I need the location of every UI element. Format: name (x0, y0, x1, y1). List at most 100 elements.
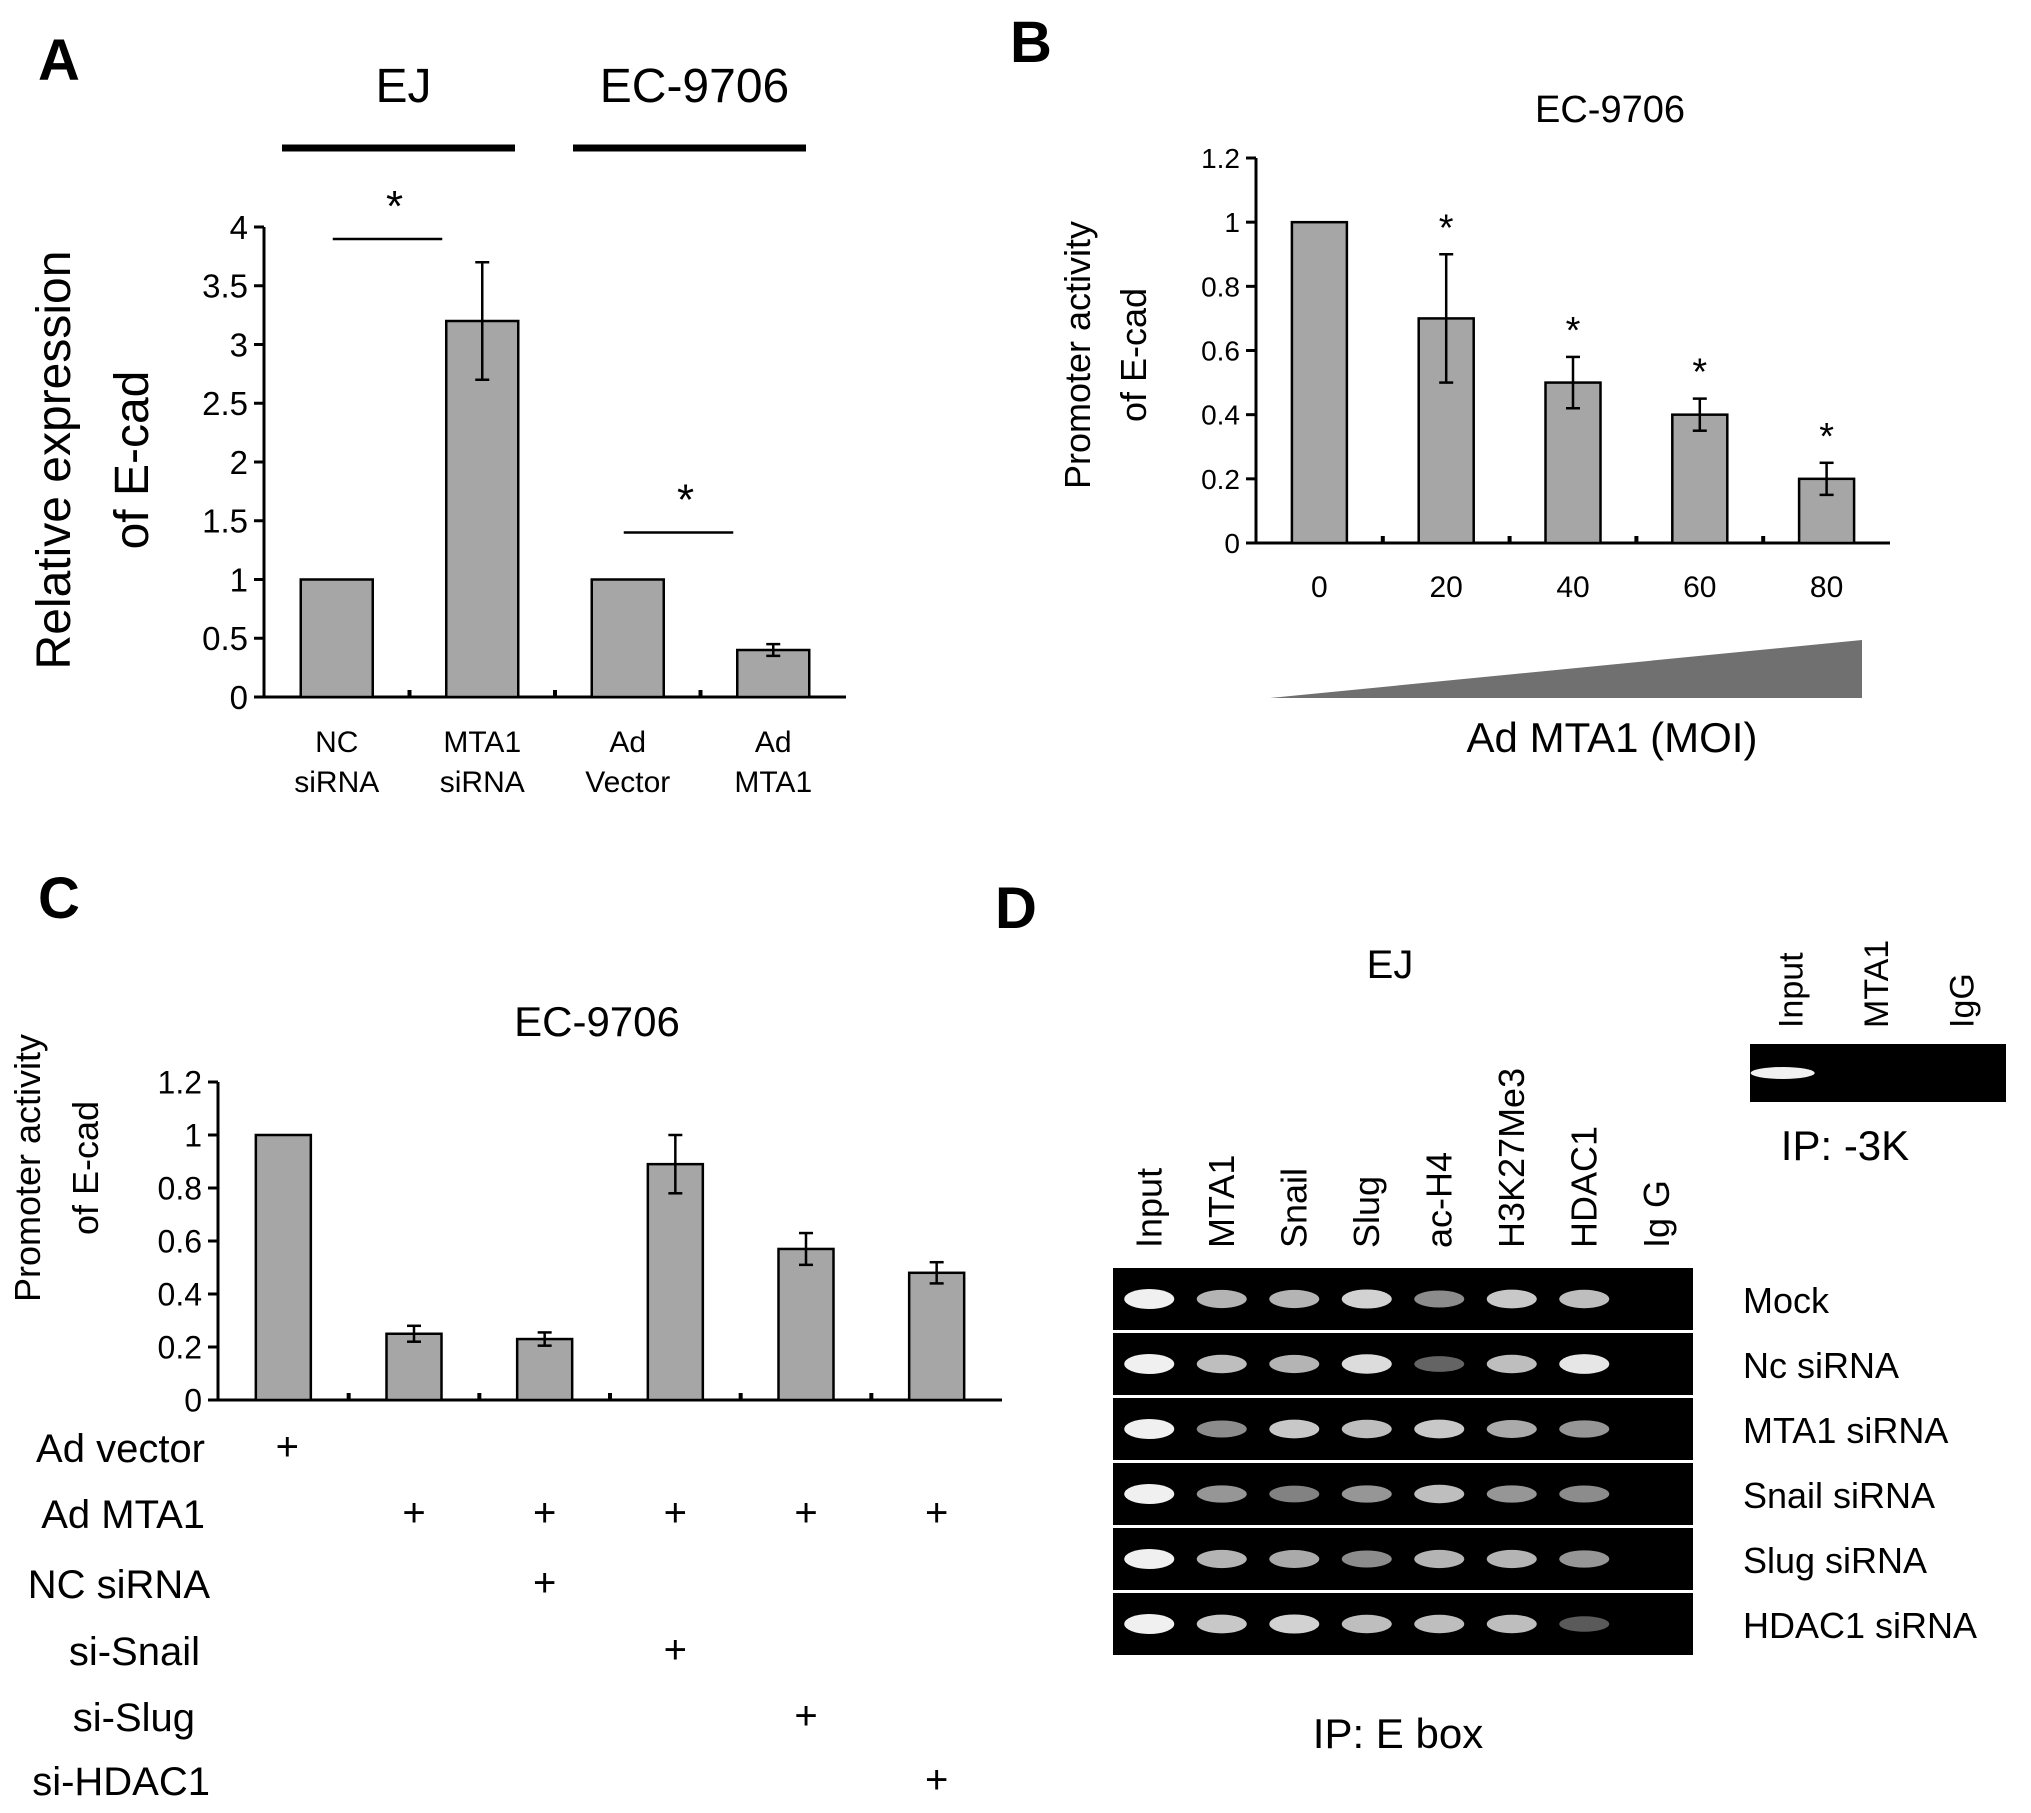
gel-band (1196, 1354, 1247, 1374)
gel-band (1269, 1354, 1320, 1374)
y-tick-label: 0 (1224, 528, 1240, 559)
y-tick-label: 0.6 (1201, 336, 1240, 367)
gel-band (1124, 1419, 1175, 1439)
x-category-label: Ad (755, 726, 792, 759)
y-tick-label: 2.5 (202, 385, 248, 422)
gel-band (1486, 1614, 1537, 1634)
gel-small-lane-label: MTA1 (1858, 940, 1896, 1028)
gel-row-label: HDAC1 siRNA (1743, 1605, 1977, 1646)
gel-band (1196, 1289, 1247, 1309)
panel-c-plot: 0 0.2 0.4 0.6 0.8 1 1.2 Promoter activity of E-c… (7, 1034, 1002, 1419)
group-label: EJ (375, 60, 431, 113)
gel-band (1124, 1484, 1175, 1504)
y-axis-label: of E-cad (65, 1101, 106, 1235)
condition-label: si-HDAC1 (32, 1760, 210, 1804)
condition-plus: + (664, 1491, 687, 1535)
gel-band (1269, 1550, 1320, 1568)
gel-band (1414, 1484, 1465, 1504)
panel-letter-d: D (995, 876, 1037, 941)
panel-letter-c: C (38, 866, 80, 931)
condition-plus: + (794, 1694, 817, 1738)
gel-row-label: Mock (1743, 1280, 1830, 1321)
significance-star: * (1692, 352, 1707, 394)
y-tick-label: 1.2 (1201, 143, 1240, 174)
y-tick-label: 0 (184, 1383, 202, 1419)
condition-label: si-Snail (69, 1630, 200, 1674)
panel-c-condition-table: Ad vector + Ad MTA1 + + + + + NC siRNA + si-Snail +… (28, 1425, 949, 1804)
gel-band (1341, 1614, 1392, 1634)
bar (254, 1133, 313, 1402)
condition-plus: + (533, 1561, 556, 1605)
bar (1290, 220, 1349, 545)
moi-gradient-wedge (1270, 640, 1862, 698)
gel-band (1269, 1289, 1320, 1309)
y-axis-label: Promoter activity (7, 1034, 48, 1302)
y-tick-label: 1.2 (158, 1065, 202, 1101)
gel-lane-label: Input (1128, 1168, 1169, 1248)
gel-band (1559, 1354, 1610, 1374)
gel-small-lane-label: Input (1773, 952, 1811, 1028)
gel-band (1559, 1616, 1610, 1632)
y-tick-label: 0.8 (1201, 271, 1240, 302)
gel-lane-label: MTA1 (1201, 1155, 1242, 1248)
y-tick-label: 4 (230, 209, 248, 246)
gel-band (1341, 1550, 1392, 1568)
panel-b-xlabel: Ad MTA1 (MOI) (1467, 714, 1758, 761)
gel-band (1486, 1420, 1537, 1438)
x-category-label: NC (315, 726, 358, 759)
x-category-label: 80 (1810, 571, 1843, 604)
bar (777, 1247, 835, 1402)
gel-small-band (1750, 1067, 1815, 1079)
gel-lane-label: Snail (1273, 1168, 1314, 1248)
y-tick-label: 1 (230, 561, 248, 598)
bar (736, 648, 811, 699)
bar (590, 578, 665, 699)
gel-band (1124, 1354, 1175, 1374)
condition-label: Ad vector (36, 1427, 205, 1471)
condition-plus: + (925, 1491, 948, 1535)
gel-band (1486, 1485, 1537, 1503)
gel-band (1486, 1549, 1537, 1569)
bar (646, 1162, 705, 1402)
gel-band (1414, 1290, 1465, 1308)
condition-plus: + (276, 1425, 299, 1469)
gel-band (1269, 1614, 1320, 1634)
x-category-label: 0 (1311, 571, 1328, 604)
x-category-label: Ad (609, 726, 646, 759)
y-tick-label: 0.2 (1201, 464, 1240, 495)
chip-gel-3k: Input MTA1 IgG (1750, 940, 2006, 1102)
gel-band (1486, 1354, 1537, 1374)
condition-plus: + (402, 1491, 425, 1535)
y-tick-label: 0.5 (202, 620, 248, 657)
gel-band (1341, 1485, 1392, 1503)
panel-a: A 0 0.5 1 1.5 2 2.5 3 3.5 4 Relative expression of… (28, 28, 846, 799)
group-label: EC-9706 (600, 60, 789, 113)
gel-band (1414, 1419, 1465, 1439)
y-tick-label: 1 (184, 1118, 202, 1154)
y-axis-label: of E-cad (1113, 288, 1154, 422)
condition-label: si-Slug (73, 1696, 195, 1740)
y-tick-label: 2 (230, 444, 248, 481)
bar (907, 1271, 966, 1402)
chip-gel-e-box: Input MTA1 Snail Slug ac-H4 H3K27Me3 HDAC1 Ig G… (1113, 1068, 1977, 1655)
gel-band (1341, 1289, 1392, 1309)
gel-caption: IP: E box (1313, 1710, 1483, 1757)
gel-band (1196, 1420, 1247, 1438)
gel-band (1559, 1289, 1610, 1309)
y-tick-label: 0.6 (158, 1224, 202, 1260)
x-category-label: siRNA (294, 766, 379, 799)
gel-band (1124, 1549, 1175, 1569)
y-tick-label: 0.4 (1201, 400, 1240, 431)
panel-c: C EC-9706 0 0.2 0.4 0.6 0.8 1 1.2 Promoter acti… (7, 866, 1002, 1804)
panel-b-plot: 0 0.2 0.4 0.6 0.8 1 1.2 * * * * Promoter activity of… (1057, 143, 1890, 604)
gel-small-lane-label: IgG (1943, 973, 1981, 1028)
gel-band (1559, 1420, 1610, 1438)
y-axis-label: Relative expression (28, 251, 81, 670)
y-axis-label: of E-cad (106, 371, 159, 550)
panel-a-plot: 0 0.5 1 1.5 2 2.5 3 3.5 4 Relative expression of E… (28, 60, 846, 799)
y-tick-label: 0.8 (158, 1171, 202, 1207)
gel-band (1559, 1550, 1610, 1568)
gel-row-label: Slug siRNA (1743, 1540, 1927, 1581)
gel-band (1196, 1614, 1247, 1634)
y-axis-label: Promoter activity (1057, 221, 1098, 489)
